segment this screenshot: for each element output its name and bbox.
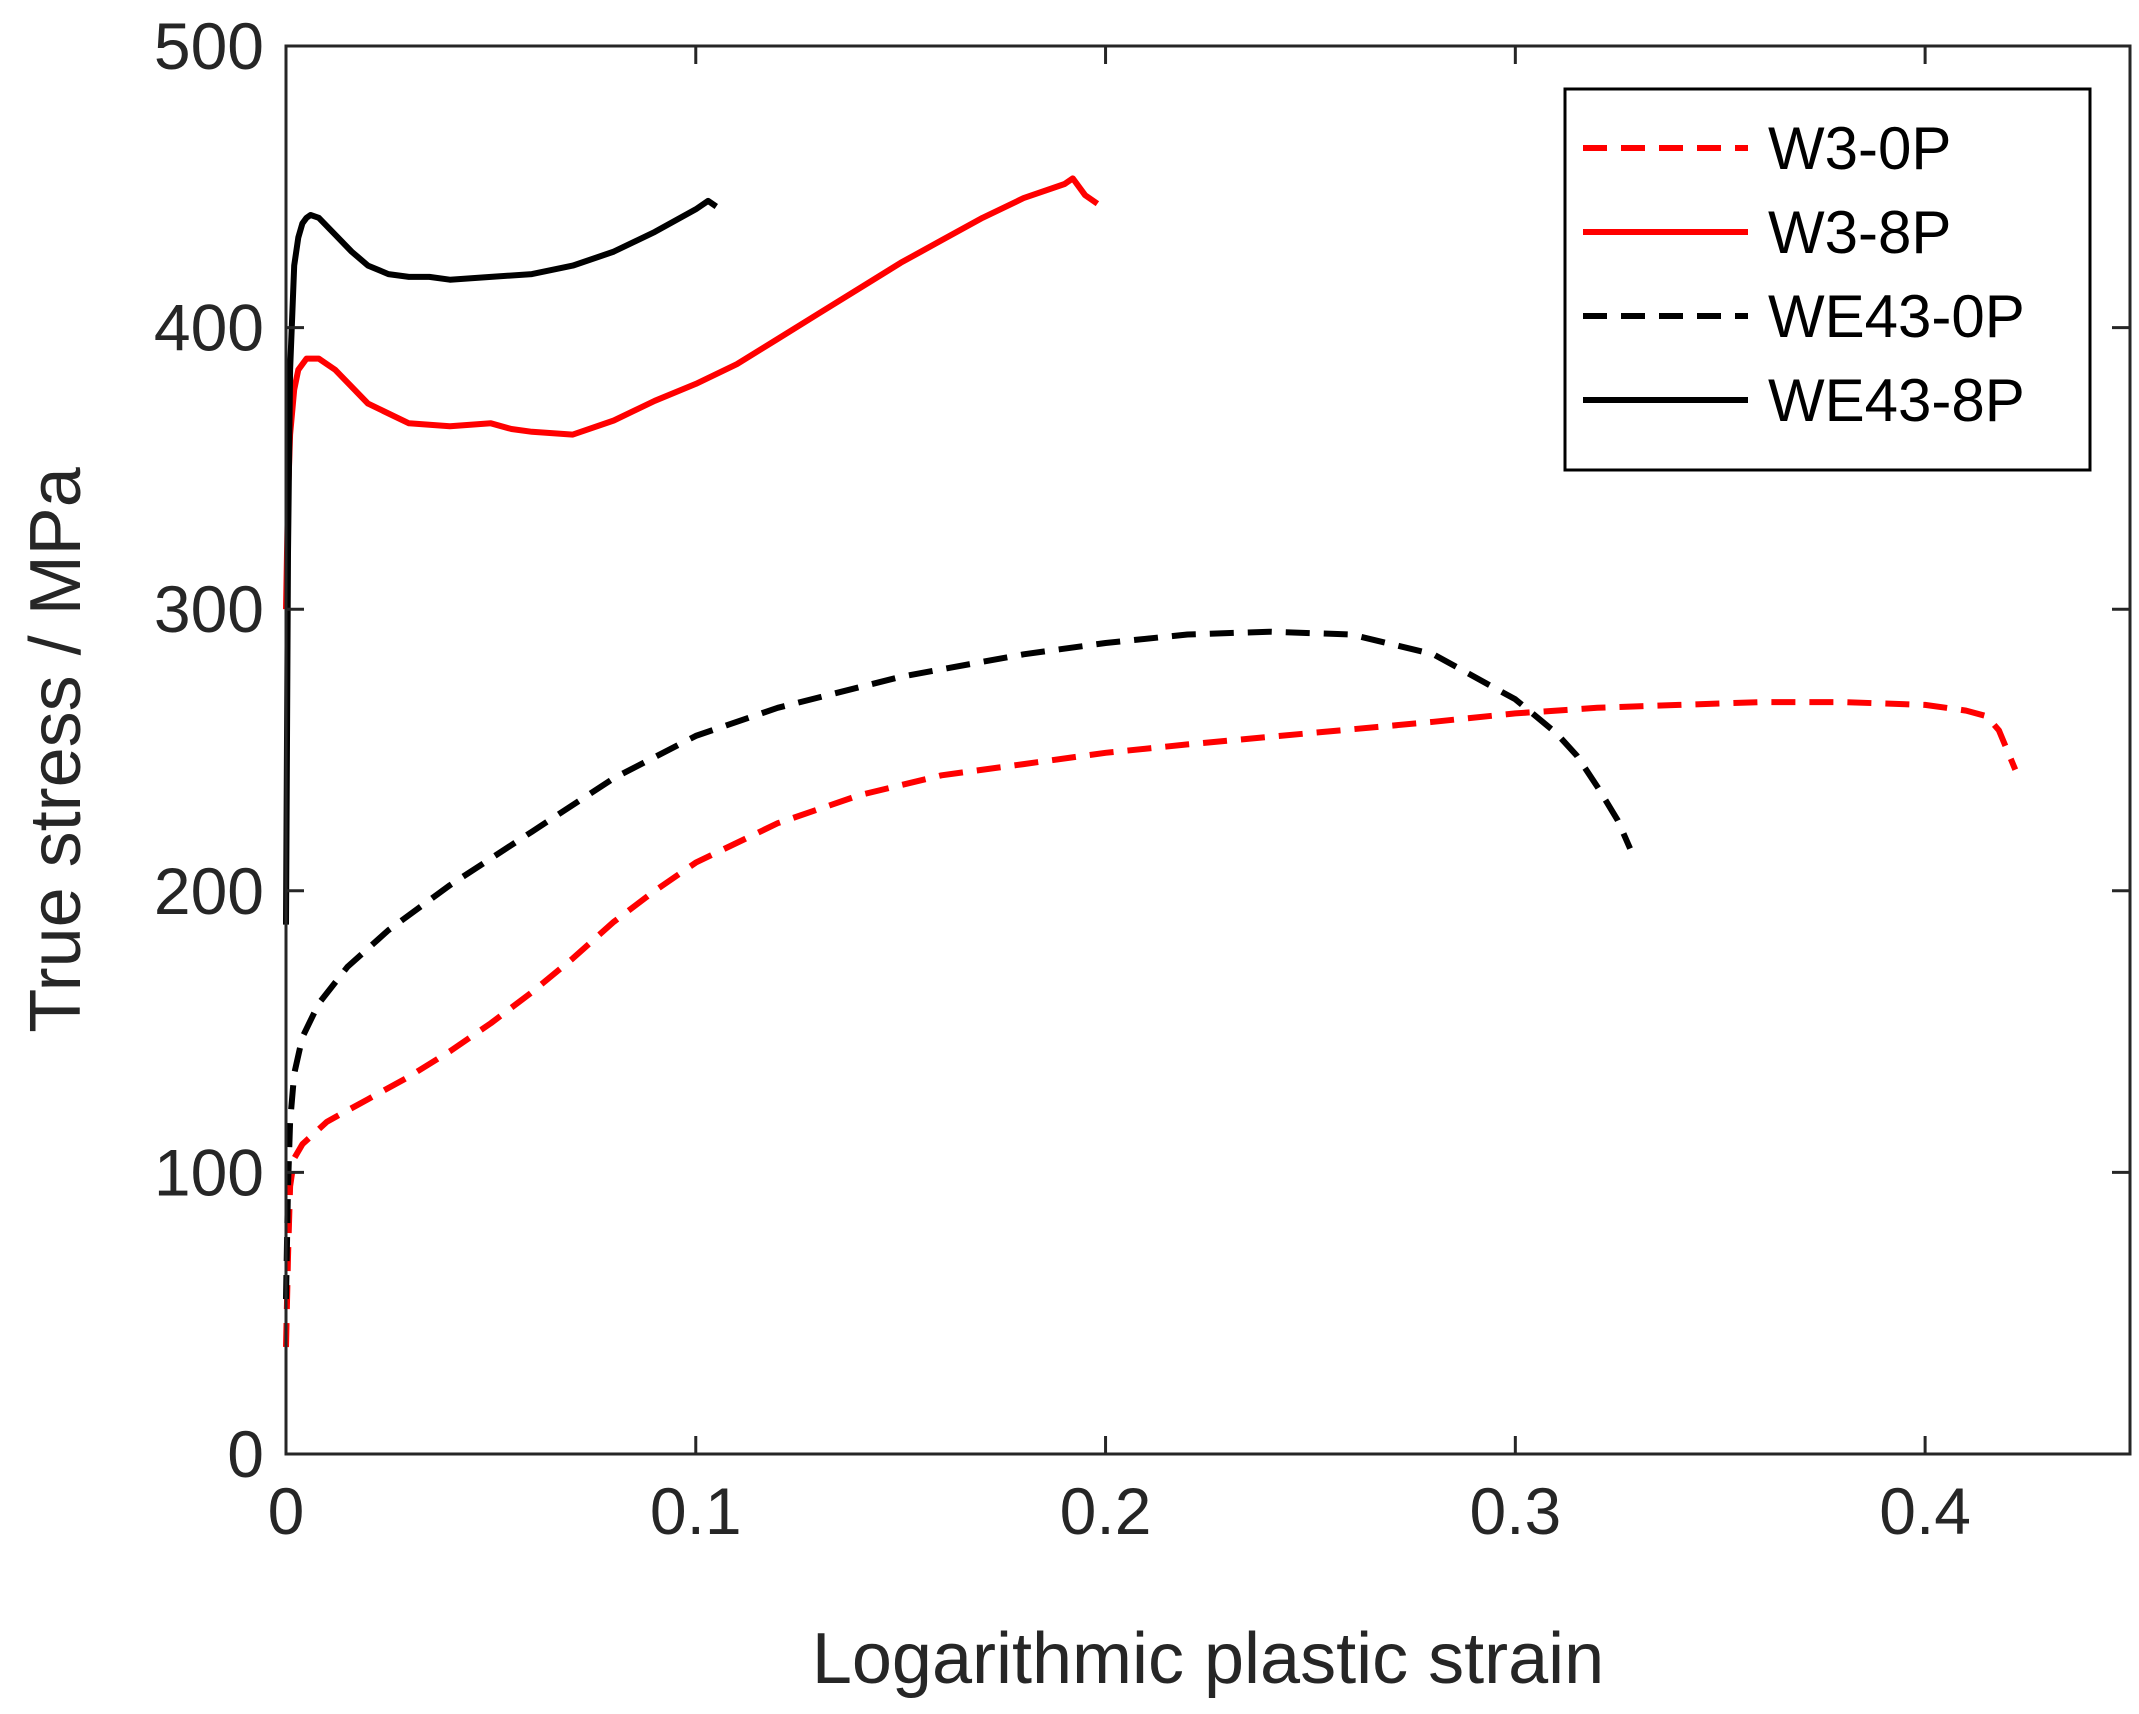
plot-area-frame [284,44,2132,1456]
series-line-w3-8p [283,175,1100,610]
legend-box [1563,87,2092,472]
x-tick-label: 0.4 [1879,1474,1971,1548]
x-tick-label: 0.1 [650,1474,742,1548]
legend-label-we43-8p: WE43-8P [1768,367,2025,434]
legend-label-w3-0p: W3-0P [1768,115,1951,182]
y-tick-label: 400 [154,291,264,365]
x-tick-label: 0 [268,1474,305,1548]
x-tick-label: 0.2 [1060,1474,1152,1548]
legend-label-we43-0p: WE43-0P [1768,283,2025,350]
series-line-we43-8p [283,197,718,925]
series-layer [283,175,2019,1348]
y-axis-title: True stress / MPa [16,466,96,1032]
legend-items: W3-0P W3-8P WE43-0P WE43-8P [1583,115,2025,434]
legend-label-w3-8p: W3-8P [1768,199,1951,266]
y-tick-label: 300 [154,572,264,646]
x-tick-label: 0.3 [1469,1474,1561,1548]
x-axis-title: Logarithmic plastic strain [812,1619,1604,1699]
y-tick-label: 200 [154,854,264,928]
ticks-layer [284,44,2130,1456]
y-tick-label: 100 [154,1135,264,1209]
series-line-we43-0p [283,628,1633,1300]
y-tick-label: 0 [227,1417,264,1491]
y-tick-label: 500 [154,9,264,83]
tick-labels-layer: 0 0.1 0.2 0.3 0.4 0 100 200 300 400 500 [154,9,1971,1548]
legend: W3-0P W3-8P WE43-0P WE43-8P [1563,87,2092,472]
